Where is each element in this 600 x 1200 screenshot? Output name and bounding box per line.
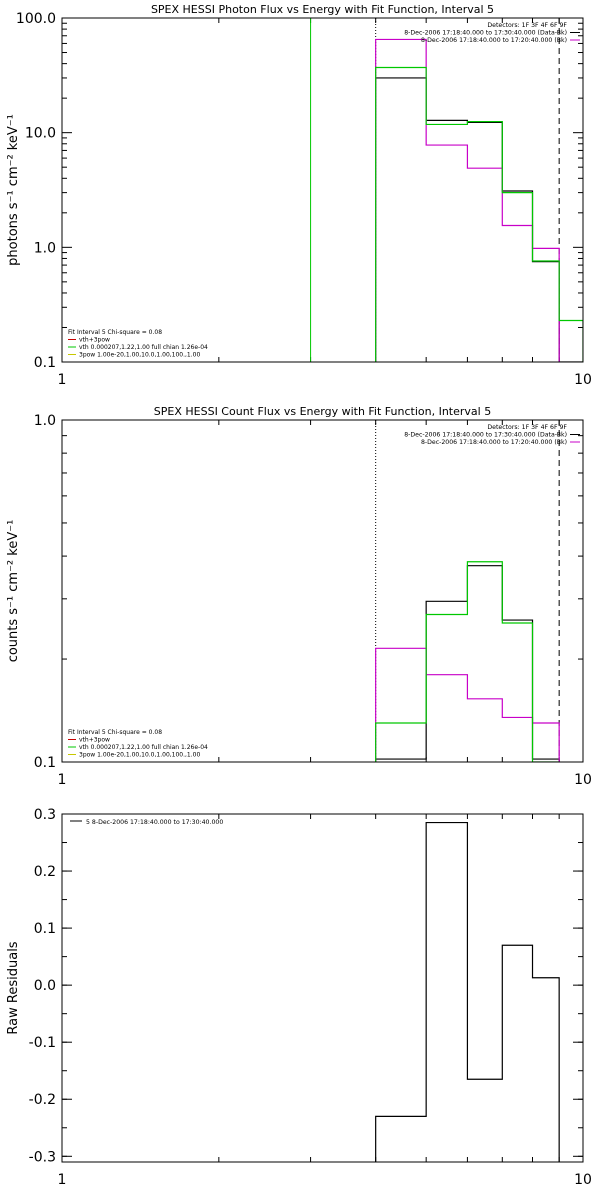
legend-top-entry: Detectors: 1F 3F 4F 6F 9F [487,424,567,431]
x-tick-label: 10 [574,772,592,788]
y-axis-label: counts s⁻¹ cm⁻² keV⁻¹ [6,520,21,663]
x-tick-label: 1 [58,372,67,388]
plot-area [375,821,560,1162]
y-tick-label: 0.0 [34,978,56,994]
y-tick-label: -0.1 [29,1035,56,1051]
legend-bottom-entry: 3pow 1.00e-20,1.00,10.0,1.00,100.,1.00 [79,352,200,359]
y-tick-label: 10.0 [25,126,56,142]
plot-frame [61,17,584,363]
series-step-fit [375,66,583,362]
legend-top-entry: 8-Dec-2006 17:18:40.000 to 17:30:40.000 … [404,30,567,37]
chart-panel-3: 1 10 -0.3 -0.2 -0.1 0.0 0.1 0.2 0.3 Raw Residuals… [6,807,592,1188]
x-tick-label: 1 [58,772,67,788]
plot-frame [61,813,584,1163]
x-tick-label: 10 [574,1172,592,1188]
legend-bottom-entry: Fit Interval 5 Chi-square = 0.08 [68,729,162,736]
y-tick-label: 0.2 [34,864,56,880]
legend-bottom-entry: vth 0.000207,1.22,1.00 full chian 1.26e-… [79,344,208,351]
series-step-fit [375,561,560,762]
legend-top-entry: 8-Dec-2006 17:18:40.000 to 17:20:40.000 … [421,439,567,446]
series-step-residuals [375,821,560,1162]
chart-title: SPEX HESSI Count Flux vs Energy with Fit… [154,405,491,418]
chart-title: SPEX HESSI Photon Flux vs Energy with Fi… [151,3,494,16]
charts-group: SPEX HESSI Photon Flux vs Energy with Fi… [6,3,592,1188]
y-tick-label: 0.1 [34,355,56,371]
plot-area [375,420,560,762]
y-axis-label: Raw Residuals [6,941,21,1034]
legend-bottom-entry: vth 0.000207,1.22,1.00 full chian 1.26e-… [79,744,208,751]
y-tick-label: 0.1 [34,921,56,937]
plot-frame [61,419,584,763]
legend-bottom-entry: 3pow 1.00e-20,1.00,10.0,1.00,100.,1.00 [79,752,200,759]
series-step-bk [375,38,560,362]
y-tick-label: 0.3 [34,807,56,823]
y-axis-label: photons s⁻¹ cm⁻² keV⁻¹ [6,114,21,266]
legend-top-entry: 8-Dec-2006 17:18:40.000 to 17:20:40.000 … [421,37,567,44]
y-tick-label: -0.3 [29,1149,56,1165]
chart-panel-1: SPEX HESSI Photon Flux vs Energy with Fi… [6,3,592,388]
plot-area [310,18,583,362]
chart-panel-2: SPEX HESSI Count Flux vs Energy with Fit… [6,405,592,788]
x-tick-label: 10 [574,372,592,388]
series-step-bk [375,647,560,762]
y-tick-label: -0.2 [29,1092,56,1108]
y-tick-label: 0.1 [34,755,56,771]
y-tick-label: 1.0 [34,240,56,256]
y-tick-label: 1.0 [34,413,56,429]
legend-top-entry: 8-Dec-2006 17:18:40.000 to 17:30:40.000 … [404,432,567,439]
y-tick-label: 100.0 [16,11,56,27]
legend-bottom-entry: vth+3pow [79,337,110,344]
series-step-data-bk [375,565,560,762]
x-tick-label: 1 [58,1172,67,1188]
legend-bottom-entry: Fit Interval 5 Chi-square = 0.08 [68,329,162,336]
legend-top-entry: Detectors: 1F 3F 4F 6F 9F [487,22,567,29]
legend-bottom-entry: vth+3pow [79,737,110,744]
legend-top-entry: 5 8-Dec-2006 17:18:40.000 to 17:30:40.00… [86,819,223,826]
